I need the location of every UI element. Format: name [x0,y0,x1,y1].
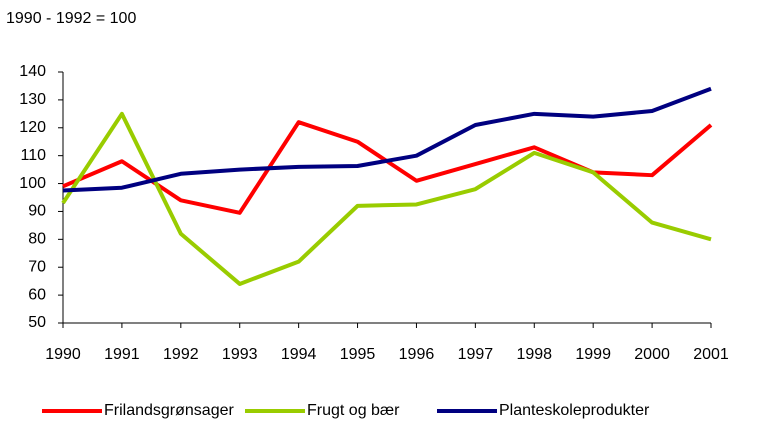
legend-label: Frilandsgrønsager [104,402,235,419]
y-tick-label: 70 [28,258,46,275]
x-tick-label: 2000 [634,346,670,363]
legend-label: Planteskoleprodukter [499,402,650,419]
series-line [62,86,712,193]
x-tick-label: 1994 [281,346,317,363]
series-line [61,111,712,286]
y-tick-label: 120 [19,119,46,136]
x-tick-label: 1996 [399,346,435,363]
y-tick-label: 130 [19,91,46,108]
y-tick-label: 50 [28,314,46,331]
x-tick-label: 1998 [516,346,552,363]
x-tick-label: 1997 [458,346,494,363]
y-tick-label: 80 [28,231,46,248]
x-tick-label: 1992 [163,346,199,363]
x-tick-label: 1991 [104,346,140,363]
x-tick-label: 1990 [45,346,81,363]
y-tick-label: 140 [19,63,46,80]
series-line [62,120,713,215]
chart-subtitle: 1990 - 1992 = 100 [6,10,136,27]
x-tick-label: 1995 [340,346,376,363]
y-tick-label: 110 [20,147,46,164]
y-tick-label: 60 [28,286,46,303]
x-tick-label: 1999 [575,346,611,363]
y-tick-label: 100 [19,175,46,192]
y-tick-label: 90 [28,203,46,220]
legend-label: Frugt og bær [307,402,400,419]
x-tick-label: 1993 [222,346,258,363]
x-tick-label: 2001 [693,346,729,363]
